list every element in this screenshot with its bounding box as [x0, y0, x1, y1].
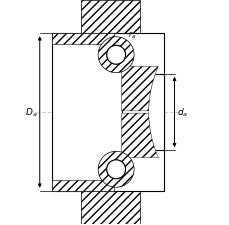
Text: d$_{a}$: d$_{a}$ [177, 106, 188, 119]
Bar [121, 74, 164, 151]
Polygon shape [121, 114, 158, 158]
Circle shape [106, 160, 125, 179]
Polygon shape [121, 67, 158, 111]
Circle shape [106, 46, 125, 65]
Polygon shape [52, 180, 113, 191]
Bar [81, 191, 139, 224]
Polygon shape [52, 34, 113, 45]
Wedge shape [98, 152, 134, 187]
Text: r$_{a}$: r$_{a}$ [128, 29, 136, 41]
Wedge shape [98, 38, 134, 73]
Text: D$_{a}$: D$_{a}$ [25, 106, 37, 119]
Bar [81, 1, 139, 34]
Bar [52, 34, 164, 191]
